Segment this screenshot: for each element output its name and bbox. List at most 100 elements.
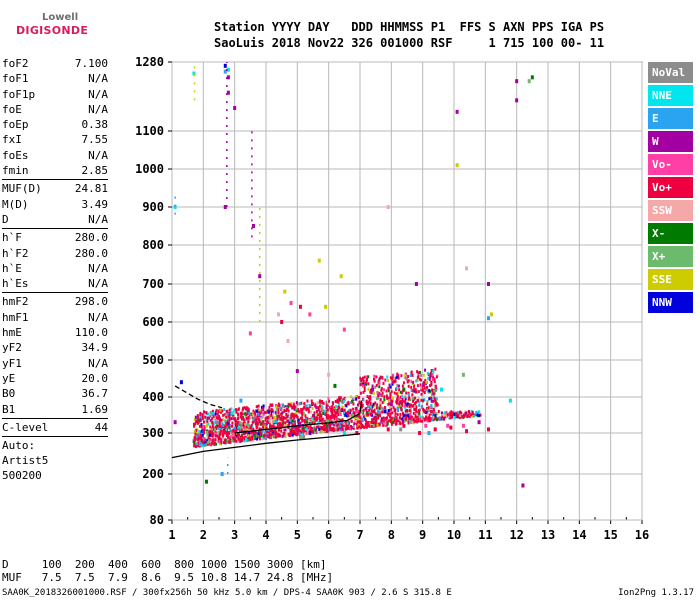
echo-trace-dot <box>349 409 352 413</box>
echo-trace-dot <box>243 426 246 430</box>
echo-trace-dot <box>355 421 358 425</box>
param-row: B0 36.7 <box>2 386 108 401</box>
echo-trace-dot <box>200 438 203 442</box>
echo-trace-dot <box>305 427 308 431</box>
echo-trace-dot <box>243 419 246 423</box>
echo-trace-dot <box>261 429 264 433</box>
echo-trace-dot <box>422 373 425 377</box>
echo-trace-dot <box>331 402 334 406</box>
echo-trace-dot <box>340 425 343 429</box>
echo-trace-dot <box>314 417 317 421</box>
echo-trace-dot <box>243 406 246 410</box>
echo-trace-dot <box>232 414 235 418</box>
echo-trace-dot <box>197 444 200 448</box>
echo-trace-dot <box>428 409 431 413</box>
echo-trace-dot <box>378 422 381 426</box>
echo-trace-dot <box>284 416 287 420</box>
echo-trace-dot <box>369 405 372 409</box>
echo-trace-dot <box>248 424 251 428</box>
echo-trace-dot <box>257 429 260 433</box>
echo-trace-dot <box>433 411 436 415</box>
echo-trace-dot <box>267 410 270 414</box>
echo-trace-dot <box>395 416 398 420</box>
data-point-x <box>204 479 208 484</box>
echo-trace-dot <box>453 412 456 416</box>
echo-trace-dot <box>424 378 427 382</box>
echo-trace-dot <box>346 423 349 427</box>
param-name: C-level <box>2 420 49 434</box>
param-value: N/A <box>88 72 108 86</box>
echo-trace-dot <box>413 384 416 388</box>
echo-trace-dot <box>420 392 423 396</box>
echo-trace-dot <box>448 416 451 420</box>
echo-trace-dot <box>294 425 297 429</box>
data-point-e <box>223 69 227 74</box>
echo-trace-dot <box>404 406 407 410</box>
echo-trace-dot <box>222 418 225 422</box>
echo-trace-dot <box>290 429 293 433</box>
echo-trace-dot <box>416 390 419 394</box>
echo-trace-dot <box>298 402 301 406</box>
echo-trace-dot <box>218 424 221 428</box>
echo-trace-dot <box>426 385 429 389</box>
echo-trace-dot <box>303 412 306 416</box>
echo-trace-dot <box>367 387 370 391</box>
data-point-vo <box>355 409 359 414</box>
echo-trace-dot <box>228 425 231 429</box>
echo-trace-dot <box>394 414 397 418</box>
echo-trace-dot <box>411 415 414 419</box>
echo-trace-dot <box>382 421 385 425</box>
legend-item-sse: SSE <box>648 269 693 290</box>
echo-trace-dot <box>198 418 201 422</box>
echo-trace-dot <box>294 411 297 415</box>
echo-trace-dot <box>319 419 322 423</box>
echo-trace-dot <box>360 379 363 383</box>
echo-trace-dot <box>409 373 412 377</box>
echo-trace-dot <box>449 411 452 415</box>
echo-trace-dot <box>443 411 446 415</box>
echo-trace-dot <box>201 417 204 421</box>
echo-trace-dot <box>329 414 332 418</box>
echo-trace-dot <box>395 417 398 421</box>
echo-trace-dot <box>465 411 468 415</box>
echo-trace-dot <box>265 428 268 432</box>
echo-trace-dot <box>211 417 214 421</box>
echo-trace-dot <box>219 425 222 429</box>
echo-trace-dot <box>224 441 227 445</box>
param-value: 1.69 <box>81 402 109 416</box>
echo-trace-dot <box>373 391 376 395</box>
echo-trace-dot <box>202 439 205 443</box>
echo-trace-dot <box>339 422 342 426</box>
echo-trace-dot <box>256 437 259 441</box>
echo-trace-dot <box>413 408 416 412</box>
echo-trace-dot <box>336 417 339 421</box>
data-point-x <box>333 383 337 388</box>
echo-trace-dot <box>273 433 276 437</box>
echo-trace-dot <box>434 411 437 415</box>
echo-trace-dot <box>429 389 432 393</box>
data-point-nne <box>342 431 346 435</box>
echo-trace-dot <box>281 411 284 415</box>
echo-trace-dot <box>291 430 294 434</box>
echo-trace-dot <box>221 437 224 441</box>
echo-trace-dot <box>262 412 265 416</box>
echo-trace-dot <box>362 382 365 386</box>
data-point-vo <box>424 423 428 428</box>
echo-trace-dot <box>283 428 286 432</box>
echo-trace-dot <box>268 414 271 418</box>
echo-trace-dot <box>245 428 248 432</box>
echo-trace-dot <box>389 376 392 380</box>
echo-trace-dot <box>291 419 294 423</box>
echo-trace-dot <box>327 406 330 410</box>
echo-trace-dot <box>199 441 202 445</box>
echo-trace-dot <box>262 420 265 424</box>
echo-trace-dot <box>220 440 223 444</box>
echo-trace-dot <box>323 422 326 426</box>
echo-trace-dot <box>194 422 197 426</box>
echo-trace-dot <box>362 415 365 419</box>
echo-trace-dot <box>225 434 228 438</box>
param-value: 280.0 <box>74 246 108 260</box>
echo-trace-dot <box>237 413 240 417</box>
echo-trace-dot <box>434 391 437 395</box>
echo-trace-dot <box>268 406 271 410</box>
